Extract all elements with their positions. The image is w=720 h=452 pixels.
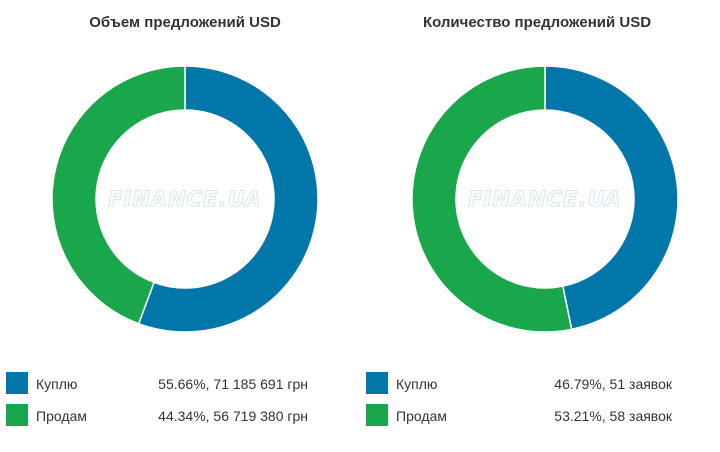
legend-value: 46.79%, 51 заявок [554,376,672,392]
count-chart-panel: Количество предложений USD FINANCE.UA Ку… [360,0,720,452]
legend-value: 55.66%, 71 185 691 грн [158,376,308,392]
legend-item-buy: Куплю 46.79%, 51 заявок [360,370,720,400]
legend-value: 44.34%, 56 719 380 грн [158,408,308,424]
legend-swatch-sell [6,404,28,426]
legend-item-sell: Продам 44.34%, 56 719 380 грн [0,402,360,432]
donut-slice-buy [137,65,319,333]
donut-chart: FINANCE.UA [51,65,319,333]
legend-label: Куплю [36,376,78,392]
donut-slice-sell [51,65,186,325]
legend-label: Продам [36,408,87,424]
chart-title: Объем предложений USD [89,14,281,31]
watermark-logo: FINANCE.UA [468,187,622,211]
donut-slice-sell [411,65,573,333]
chart-title: Количество предложений USD [422,14,652,31]
volume-chart-panel: Объем предложений USD FINANCE.UA Куплю 5… [0,14,360,432]
legend-swatch-sell [366,404,388,426]
watermark-logo: FINANCE.UA [108,187,262,211]
legend-label: Куплю [396,376,438,392]
donut-chart: FINANCE.UA [411,65,679,333]
legend-item-buy: Куплю 55.66%, 71 185 691 грн [0,370,360,400]
legend-value: 53.21%, 58 заявок [554,408,672,424]
legend-swatch-buy [366,372,388,394]
legend-swatch-buy [6,372,28,394]
donut-slice-buy [544,65,679,331]
legend-item-sell: Продам 53.21%, 58 заявок [360,402,720,432]
legend-label: Продам [396,408,447,424]
